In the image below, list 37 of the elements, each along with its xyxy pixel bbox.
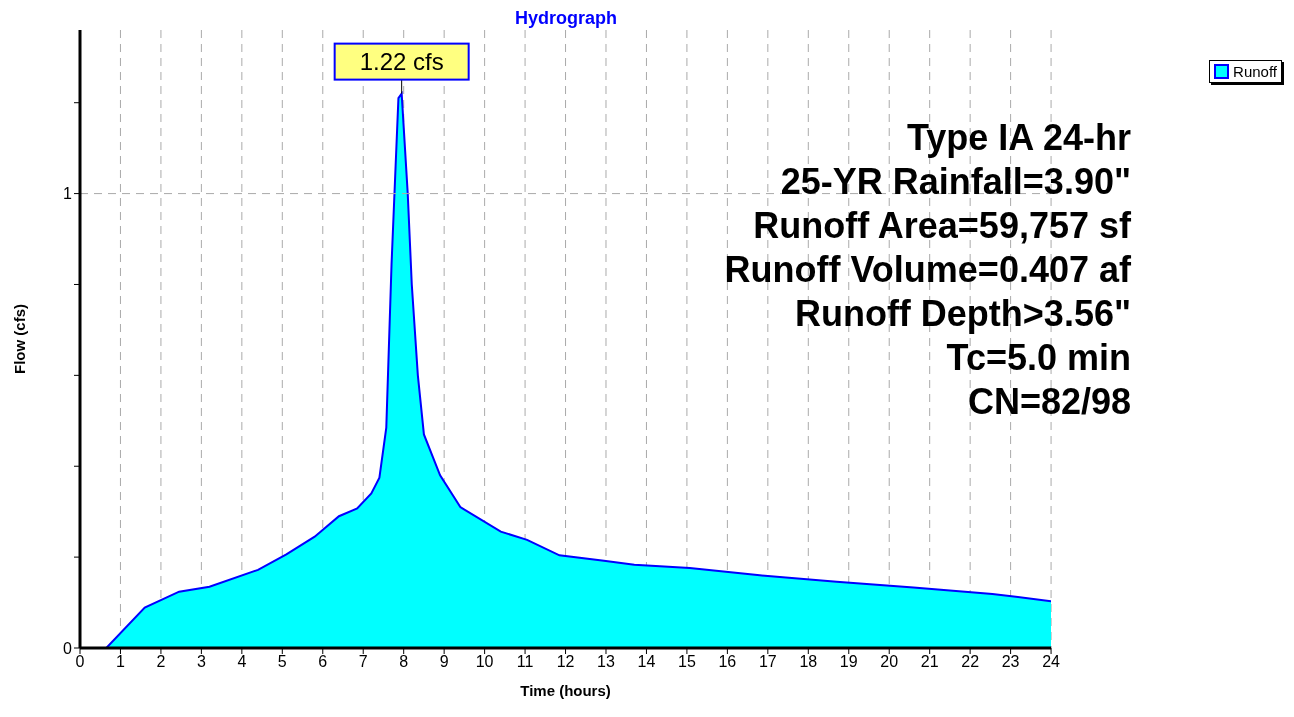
x-tick-label: 23 (1001, 653, 1020, 671)
x-tick-label: 15 (678, 653, 696, 671)
x-tick-label: 0 (75, 653, 85, 671)
x-tick-label: 13 (597, 653, 615, 671)
x-tick-label: 6 (318, 653, 328, 671)
legend-label: Runoff (1233, 63, 1277, 80)
annotation: Type IA 24-hr (905, 116, 1131, 160)
x-tick-label: 9 (439, 653, 449, 671)
x-tick-label: 21 (920, 653, 939, 671)
y-axis-title: Flow (cfs) (11, 304, 29, 374)
annotation: Runoff Depth>3.56" (793, 292, 1131, 336)
x-tick-label: 1 (116, 653, 126, 671)
x-tick-label: 19 (839, 653, 858, 671)
x-tick-label: 3 (196, 653, 206, 671)
annotation: Runoff Volume=0.407 af (724, 248, 1131, 292)
x-tick-label: 18 (799, 653, 818, 671)
annotation: Runoff Area=59,757 sf (752, 204, 1131, 248)
x-tick-label: 22 (961, 653, 980, 671)
x-tick-label: 16 (718, 653, 737, 671)
x-tick-label: 14 (637, 653, 656, 671)
x-tick-label: 2 (156, 653, 166, 671)
x-tick-label: 12 (556, 653, 575, 671)
x-tick-label: 17 (758, 653, 777, 671)
x-tick-label: 11 (516, 653, 534, 671)
x-tick-label: 8 (399, 653, 409, 671)
x-tick-label: 5 (277, 653, 287, 671)
x-axis-title: Time (hours) (520, 682, 611, 699)
x-tick-label: 24 (1042, 653, 1061, 671)
annotation: 25-YR Rainfall=3.90" (779, 160, 1131, 204)
annotation: 1.22 cfs (359, 47, 444, 75)
annotation: Tc=5.0 min (945, 336, 1131, 380)
annotation: CN=82/98 (966, 380, 1131, 424)
x-tick-label: 10 (475, 653, 494, 671)
x-tick-label: 4 (237, 653, 247, 671)
x-tick-label: 7 (358, 653, 368, 671)
chart-title: Hydrograph (514, 8, 618, 29)
x-tick-label: 20 (880, 653, 899, 671)
